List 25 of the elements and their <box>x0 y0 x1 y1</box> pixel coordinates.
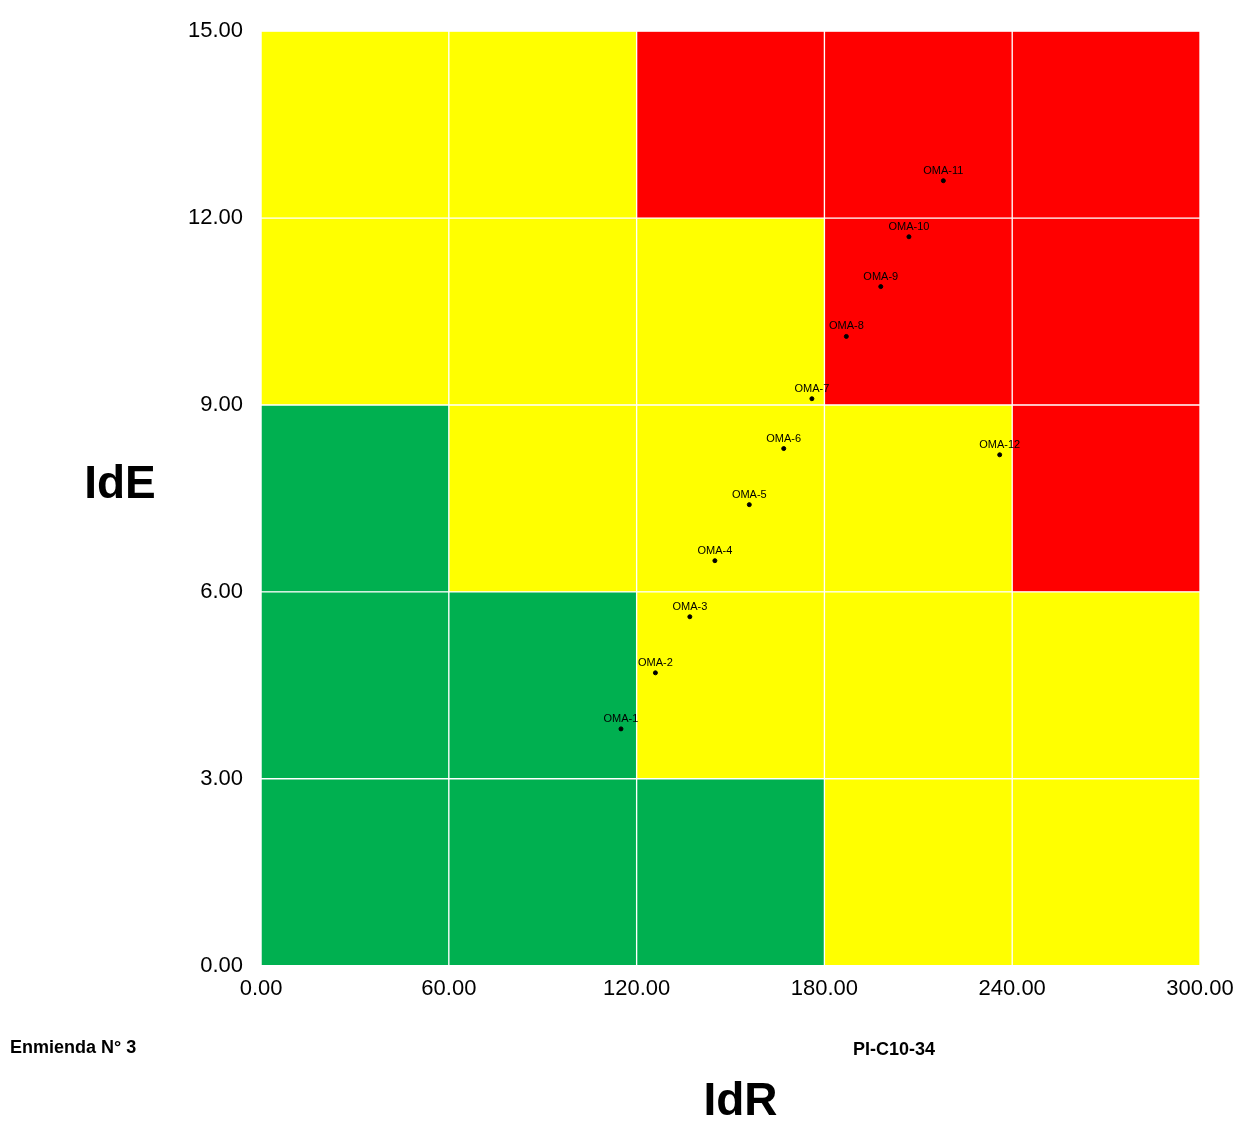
x-tick-label: 60.00 <box>421 974 477 1000</box>
text: Enmienda N° 3 <box>10 1036 137 1057</box>
y-tick-label: 0.00 <box>200 951 244 977</box>
x-axis-title: IdR <box>703 1072 778 1122</box>
data-label: OMA-10 <box>888 219 930 232</box>
data-label: OMA-11 <box>923 163 964 176</box>
x-tick-label: 240.00 <box>978 974 1046 1000</box>
y-axis-title: IdE <box>84 455 156 508</box>
data-label: OMA-4 <box>697 543 733 556</box>
text: PI-C10-34 <box>852 1038 936 1059</box>
data-label: OMA-5 <box>731 487 767 500</box>
y-tick-label: 6.00 <box>200 577 244 603</box>
x-tick-label: 300.00 <box>1166 974 1234 1000</box>
data-label: OMA-6 <box>766 431 802 444</box>
data-label: OMA-2 <box>637 655 673 668</box>
y-tick-label: 3.00 <box>200 764 244 790</box>
y-tick-label: 9.00 <box>200 391 244 417</box>
y-tick-label: 12.00 <box>187 204 244 230</box>
x-tick-label: 120.00 <box>602 974 671 1000</box>
data-label: OMA-9 <box>863 269 899 282</box>
x-tick-label: 180.00 <box>790 974 859 1000</box>
x-tick-label: 0.00 <box>239 974 283 1000</box>
data-label: OMA-8 <box>828 319 864 332</box>
y-tick-label: 15.00 <box>187 17 244 43</box>
data-label: OMA-3 <box>672 599 708 612</box>
